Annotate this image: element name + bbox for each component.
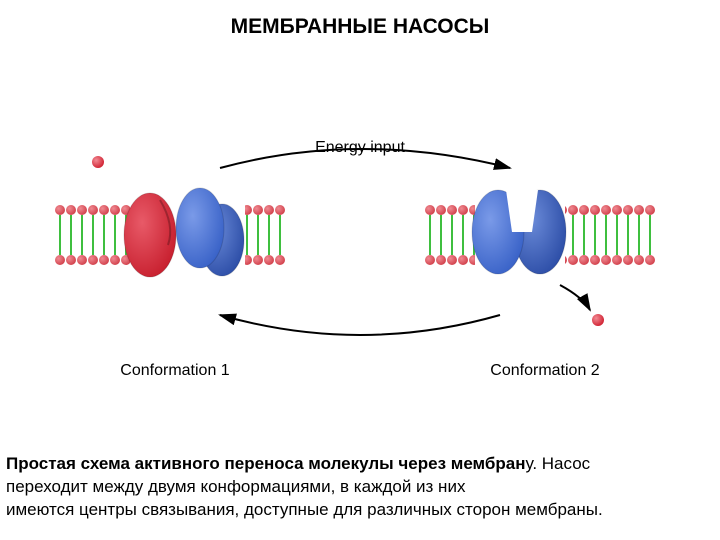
page-title: МЕМБРАННЫЕ НАСОСЫ	[0, 15, 720, 39]
caption-line1-rest: у. Насос	[526, 454, 591, 473]
caption-text: Простая схема активного переноса молекул…	[6, 453, 714, 522]
pump-diagram: Energy input Conformation 1 Conformation 2	[0, 140, 720, 400]
caption-line2: переходит между двумя конформациями, в к…	[6, 477, 465, 496]
svg-text:Conformation 1: Conformation 1	[120, 362, 229, 379]
caption-line3: имеются центры связывания, доступные для…	[6, 500, 603, 519]
svg-text:Energy input: Energy input	[315, 140, 405, 156]
svg-text:Conformation 2: Conformation 2	[490, 362, 599, 379]
caption-line1-bold: Простая схема активного переноса молекул…	[6, 454, 526, 473]
